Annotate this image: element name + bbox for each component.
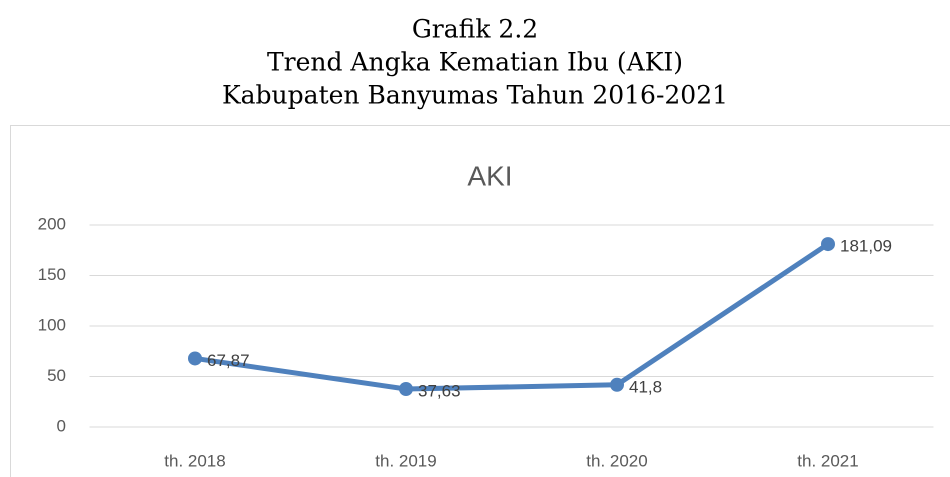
marker [610,377,624,392]
x-tick-label: th. 2020 [586,451,647,470]
marker [399,381,413,396]
y-tick-label: 150 [38,265,66,284]
chart-title: AKI [467,160,512,191]
data-label: 67,87 [207,351,250,370]
x-tick-label: th. 2018 [164,451,225,470]
chart-border [10,125,950,477]
data-label: 181,09 [840,237,892,256]
heading-line: Kabupaten Banyumas Tahun 2016-2021 [222,81,728,110]
y-tick-label: 200 [38,214,66,233]
line [194,242,830,392]
y-tick-label: 50 [47,366,66,385]
heading-line: Grafik 2.2 [412,15,538,44]
marker [821,237,835,252]
y-tick-label: 0 [57,416,66,435]
x-tick-label: th. 2019 [375,451,436,470]
data-label: 37,63 [418,381,461,400]
marker [188,351,202,366]
heading-line: Trend Angka Kematian Ibu (AKI) [267,48,683,77]
y-tick-label: 100 [38,315,66,334]
data-label: 41,8 [629,377,662,396]
x-tick-label: th. 2021 [797,451,858,470]
